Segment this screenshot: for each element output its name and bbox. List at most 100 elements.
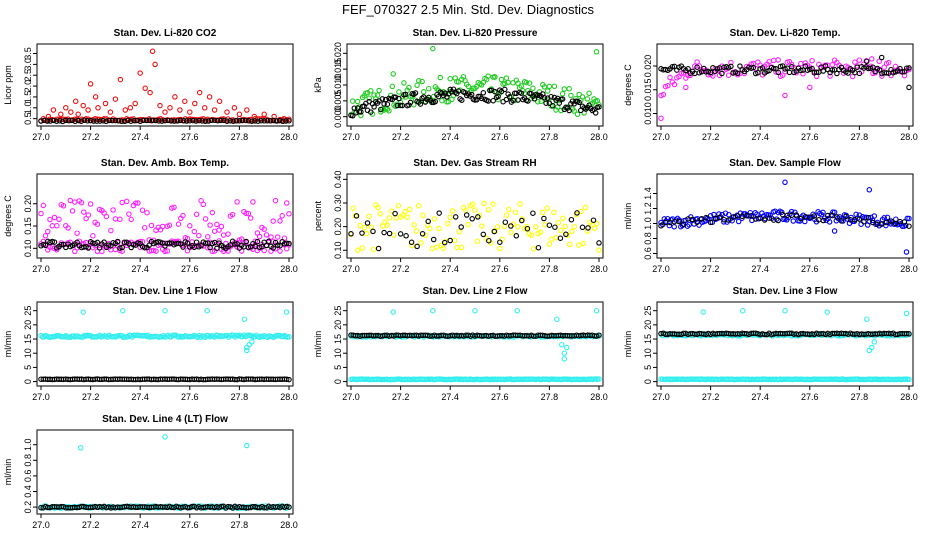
plot-points bbox=[348, 45, 602, 119]
y-tick-label: 5 bbox=[23, 365, 33, 370]
data-point bbox=[492, 74, 498, 80]
data-point bbox=[725, 217, 732, 223]
data-point bbox=[153, 248, 159, 254]
x-tick-label: 27.8 bbox=[851, 392, 869, 402]
y-tick-label: 1.0 bbox=[643, 217, 653, 230]
plot-points bbox=[658, 179, 912, 255]
data-point bbox=[204, 307, 210, 314]
chart-panel: Stan. Dev. Li-820 CO2 Licor ppm 27.0 27.2 27… bbox=[3, 28, 298, 142]
data-point bbox=[485, 73, 491, 79]
data-point bbox=[261, 118, 267, 124]
data-point bbox=[680, 221, 687, 228]
data-point bbox=[579, 94, 586, 100]
data-point bbox=[728, 63, 734, 70]
data-point bbox=[255, 118, 261, 124]
data-point bbox=[492, 88, 498, 95]
data-point bbox=[420, 89, 427, 95]
data-point bbox=[432, 98, 439, 105]
data-point bbox=[208, 117, 215, 124]
data-point bbox=[455, 88, 462, 94]
chart-panel: Stan. Dev. Line 2 Flow ml/min 27.0 27.2 27.4… bbox=[313, 286, 608, 402]
y-tick-label: 15 bbox=[333, 334, 343, 344]
x-tick-label: 27.2 bbox=[702, 392, 720, 402]
data-point bbox=[87, 81, 94, 87]
data-point bbox=[193, 239, 200, 245]
data-point bbox=[535, 244, 542, 251]
data-point bbox=[548, 93, 554, 100]
data-point bbox=[119, 199, 125, 206]
data-point bbox=[152, 117, 159, 124]
data-point bbox=[243, 238, 249, 245]
data-point bbox=[557, 235, 564, 241]
data-point bbox=[127, 105, 134, 111]
data-point bbox=[510, 80, 516, 86]
data-point bbox=[50, 107, 57, 113]
data-point bbox=[94, 221, 101, 227]
data-point bbox=[264, 118, 271, 124]
data-point bbox=[114, 238, 121, 245]
data-point bbox=[191, 228, 198, 235]
data-point bbox=[94, 239, 101, 246]
data-point bbox=[250, 199, 256, 205]
data-point bbox=[480, 90, 487, 96]
data-point bbox=[503, 75, 510, 81]
data-point bbox=[884, 214, 891, 221]
data-point bbox=[685, 66, 691, 72]
y-tick-label: 0.015 bbox=[643, 78, 653, 101]
chart-panel: Stan. Dev. Line 4 (LT) Flow ml/min 27.0 27.… bbox=[3, 414, 298, 530]
y-tick-label: 1.4 bbox=[643, 187, 653, 200]
data-point bbox=[137, 118, 143, 125]
data-point bbox=[513, 233, 520, 239]
data-point bbox=[216, 238, 222, 244]
data-point bbox=[407, 99, 414, 106]
data-point bbox=[885, 59, 892, 66]
data-point bbox=[286, 211, 292, 217]
data-point bbox=[63, 105, 69, 111]
data-point bbox=[543, 100, 549, 106]
data-point bbox=[676, 218, 682, 225]
data-point bbox=[276, 117, 283, 124]
data-point bbox=[506, 206, 512, 213]
data-point bbox=[584, 96, 591, 102]
y-axis-label: ml/min bbox=[623, 331, 633, 358]
data-point bbox=[865, 214, 872, 221]
plot-frame bbox=[36, 43, 294, 127]
data-point bbox=[392, 94, 399, 101]
data-point bbox=[419, 231, 426, 237]
data-point bbox=[502, 80, 508, 87]
data-point bbox=[562, 223, 568, 230]
data-point bbox=[513, 90, 520, 97]
data-point bbox=[353, 110, 359, 116]
data-point bbox=[214, 245, 220, 252]
data-point bbox=[775, 57, 781, 63]
data-point bbox=[864, 316, 870, 322]
data-point bbox=[142, 85, 148, 92]
data-point bbox=[139, 207, 146, 213]
data-point bbox=[277, 242, 283, 249]
data-point bbox=[211, 117, 218, 124]
data-point bbox=[871, 213, 878, 219]
data-point bbox=[193, 211, 200, 218]
data-point bbox=[549, 103, 556, 109]
x-tick-label: 27.0 bbox=[32, 520, 50, 530]
x-tick-label: 27.2 bbox=[392, 392, 410, 402]
data-point bbox=[843, 213, 849, 220]
data-point bbox=[81, 209, 87, 215]
data-point bbox=[164, 248, 171, 254]
plot-points bbox=[348, 200, 602, 254]
data-point bbox=[244, 107, 250, 113]
data-point bbox=[47, 216, 53, 223]
data-point bbox=[782, 92, 788, 99]
page-title: FEF_070327 2.5 Min. Std. Dev. Diagnostic… bbox=[342, 2, 594, 17]
y-tick-label: 0.30 bbox=[333, 194, 343, 212]
data-point bbox=[165, 117, 171, 124]
data-point bbox=[486, 237, 492, 244]
data-point bbox=[94, 118, 100, 124]
data-point bbox=[508, 229, 514, 236]
x-tick-label: 27.8 bbox=[541, 132, 559, 142]
data-point bbox=[748, 212, 754, 219]
x-tick-label: 27.0 bbox=[342, 392, 360, 402]
data-point bbox=[503, 212, 510, 218]
data-point bbox=[568, 92, 574, 99]
plot-frame bbox=[346, 173, 604, 259]
